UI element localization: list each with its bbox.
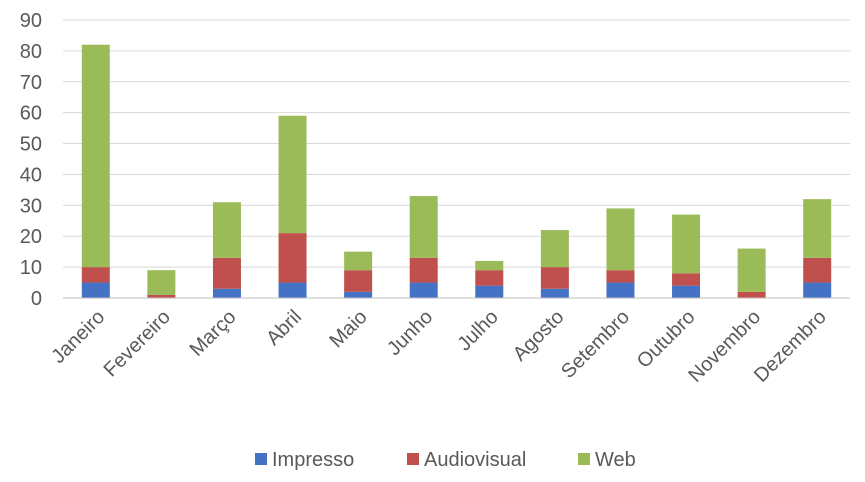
x-tick-label: Abril xyxy=(262,306,306,350)
bar-segment-impresso xyxy=(212,288,241,298)
bar-segment-impresso xyxy=(540,288,569,298)
bar-segment-audiovisual xyxy=(672,273,701,286)
bars xyxy=(81,44,832,298)
bar-segment-impresso xyxy=(606,282,635,298)
x-tick-label: Setembro xyxy=(557,306,634,383)
bar-segment-web xyxy=(409,196,438,258)
bar-segment-web xyxy=(212,202,241,258)
bar-segment-impresso xyxy=(409,282,438,298)
x-tick-label: Março xyxy=(186,306,241,361)
y-tick-label: 40 xyxy=(20,164,42,186)
bar-segment-impresso xyxy=(803,282,832,298)
y-tick-label: 0 xyxy=(31,288,42,310)
legend-swatch-web xyxy=(578,453,590,465)
bar-segment-web xyxy=(344,251,373,271)
y-tick-label: 20 xyxy=(20,226,42,248)
x-tick-label: Dezembro xyxy=(750,306,831,387)
bar-segment-web xyxy=(147,270,176,295)
x-tick-label: Janeiro xyxy=(47,306,109,368)
legend-swatch-audiovisual xyxy=(407,453,419,465)
bar-segment-web xyxy=(540,230,569,268)
bar-segment-web xyxy=(278,115,307,234)
y-tick-label: 10 xyxy=(20,257,42,279)
bar-segment-web xyxy=(672,214,701,274)
x-tick-label: Julho xyxy=(453,306,502,355)
y-tick-label: 90 xyxy=(20,10,42,32)
bar-segment-audiovisual xyxy=(278,233,307,283)
bar-segment-impresso xyxy=(475,285,504,298)
bar-segment-audiovisual xyxy=(540,267,569,289)
y-tick-label: 60 xyxy=(20,103,42,125)
legend: Impresso Audiovisual Web xyxy=(255,449,636,471)
x-tick-label: Outubro xyxy=(633,306,700,373)
legend-label-impresso: Impresso xyxy=(272,449,354,471)
y-tick-label: 70 xyxy=(20,72,42,94)
bar-segment-audiovisual xyxy=(212,257,241,289)
bar-segment-web xyxy=(737,248,766,292)
bar-segment-audiovisual xyxy=(475,270,504,286)
bar-segment-audiovisual xyxy=(81,267,110,283)
bar-segment-audiovisual xyxy=(803,257,832,283)
x-tick-label: Fevereiro xyxy=(100,306,175,381)
bar-segment-audiovisual xyxy=(147,294,176,298)
y-tick-label: 30 xyxy=(20,195,42,217)
x-tick-label: Agosto xyxy=(509,306,569,366)
x-tick-label: Junho xyxy=(383,306,437,360)
bar-segment-audiovisual xyxy=(344,270,373,292)
grid-lines xyxy=(63,19,850,268)
y-axis: 0 10 20 30 40 50 60 70 80 90 xyxy=(20,10,42,310)
bar-segment-web xyxy=(606,208,635,271)
bar-segment-audiovisual xyxy=(409,257,438,283)
bar-segment-web xyxy=(803,199,832,258)
legend-label-audiovisual: Audiovisual xyxy=(424,449,526,471)
bar-segment-impresso xyxy=(672,285,701,298)
bar-segment-impresso xyxy=(278,282,307,298)
bar-segment-web xyxy=(475,260,504,271)
y-tick-label: 50 xyxy=(20,134,42,156)
bar-segment-audiovisual xyxy=(606,270,635,283)
x-tick-label: Maio xyxy=(325,306,371,352)
legend-label-web: Web xyxy=(595,449,636,471)
bar-segment-impresso xyxy=(81,282,110,298)
bar-segment-web xyxy=(81,44,110,268)
legend-swatch-impresso xyxy=(255,453,267,465)
bar-segment-audiovisual xyxy=(737,291,766,298)
bar-segment-impresso xyxy=(344,291,373,298)
y-tick-label: 80 xyxy=(20,41,42,63)
